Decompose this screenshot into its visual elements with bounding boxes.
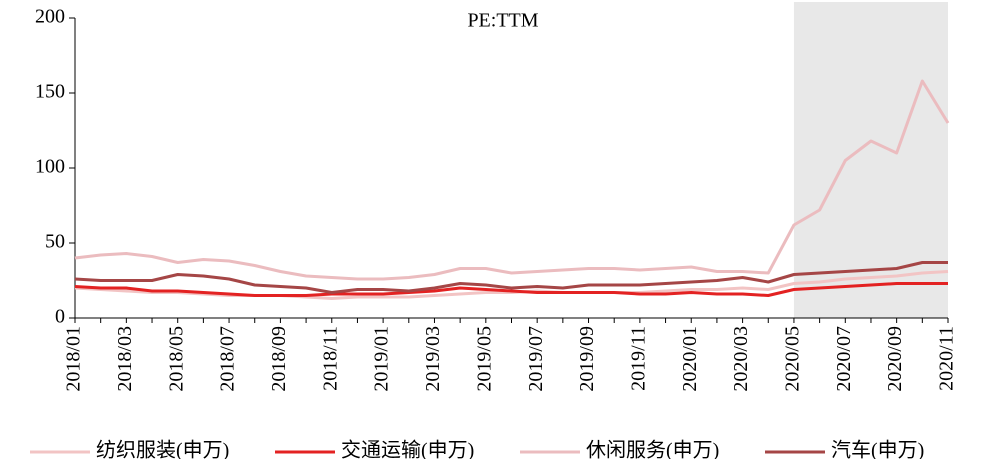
y-tick-label: 150 [35, 81, 65, 103]
y-tick-label: 50 [45, 231, 65, 253]
x-tick-label: 2019/05 [473, 326, 495, 392]
legend-label: 交通运输(申万) [341, 439, 474, 459]
x-tick-label: 2020/09 [884, 326, 906, 392]
legend-label: 纺织服装(申万) [96, 439, 229, 459]
legend-label: 汽车(申万) [831, 439, 924, 459]
legend-layer: 纺织服装(申万) 交通运输(申万) 休闲服务(申万) 汽车(申万) [30, 439, 924, 459]
x-tick-label: 2018/09 [268, 326, 290, 392]
x-tick-label: 2020/05 [782, 326, 804, 392]
axis-layer: 0 50 100 150 200 2018/01 2018/03 2018/05 2018/07… [35, 6, 958, 392]
x-tick-label: 2019/09 [576, 326, 598, 392]
y-tick-label: 0 [55, 306, 65, 328]
x-tick-label: 2018/05 [165, 326, 187, 392]
y-tick-label: 100 [35, 156, 65, 178]
x-tick-label: 2019/01 [371, 326, 393, 392]
shaded-region [793, 2, 948, 318]
x-tick-label: 2018/11 [319, 326, 341, 391]
x-tick-label: 2020/11 [936, 326, 958, 391]
x-tick-label: 2018/03 [114, 326, 136, 392]
x-tick-label: 2019/03 [422, 326, 444, 392]
series-line [74, 79, 950, 281]
x-tick-label: 2020/01 [679, 326, 701, 392]
series-line [74, 282, 948, 297]
line-layer [74, 79, 950, 300]
x-tick-label: 2019/11 [627, 326, 649, 391]
legend-label: 休闲服务(申万) [586, 439, 719, 459]
x-tick-label: 2018/07 [217, 326, 239, 392]
x-tick-label: 2020/07 [833, 326, 855, 392]
shade-layer [793, 2, 948, 318]
chart-title: PE:TTM [467, 10, 538, 32]
y-tick-label: 200 [35, 6, 65, 28]
x-tick-label: 2019/07 [525, 326, 547, 392]
series-line [74, 261, 948, 294]
x-tick-label: 2018/01 [63, 326, 85, 392]
x-tick-label: 2020/03 [730, 326, 752, 392]
